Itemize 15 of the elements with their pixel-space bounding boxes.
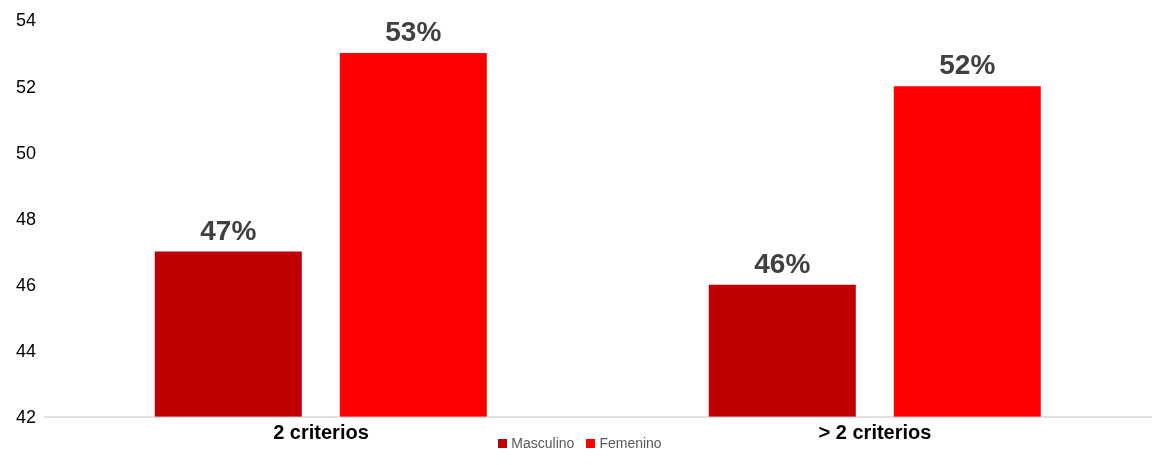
data-label: 52%	[939, 49, 996, 81]
y-tick-label: 44	[15, 341, 36, 362]
x-tick-label: 2 criterios	[273, 421, 369, 444]
y-tick-label: 48	[15, 208, 36, 229]
data-label: 47%	[200, 214, 257, 246]
legend-label: Masculino	[510, 435, 575, 451]
data-label: 46%	[754, 247, 811, 279]
data-label: 53%	[385, 16, 442, 48]
legend-label: Femenino	[598, 435, 662, 451]
y-tick-label: 52	[15, 76, 36, 97]
x-tick-label: > 2 criterios	[818, 421, 932, 444]
y-tick-label: 50	[15, 142, 36, 163]
y-tick-label: 42	[15, 407, 36, 428]
y-tick-label: 46	[15, 275, 36, 296]
y-tick-label: 54	[15, 10, 36, 31]
